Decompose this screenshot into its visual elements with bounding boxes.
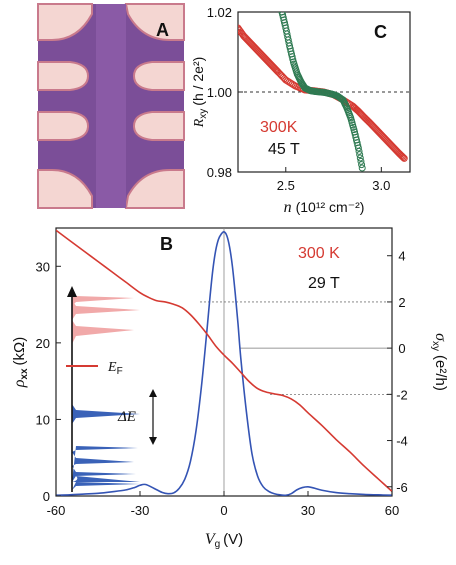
x-tick-label: 3.0 — [372, 178, 390, 193]
landau-levels-empty — [72, 292, 140, 344]
panel-c-annotation-field: 45 T — [268, 141, 300, 158]
y-tick-label: 0 — [398, 341, 405, 356]
landau-level-peak-upper — [72, 404, 140, 424]
x-tick-label: 2.5 — [277, 178, 295, 193]
x-tick-label: -30 — [131, 503, 150, 518]
panel-a-micrograph: A — [37, 3, 185, 209]
panel-b-label: B — [160, 234, 173, 254]
y-tick-label: 2 — [398, 295, 405, 310]
rxy-green-marker — [289, 55, 297, 63]
rxy-green-marker — [358, 164, 366, 172]
panel-b-guide-lines — [200, 301, 392, 395]
fermi-level-label: EF — [107, 360, 123, 377]
inset-landau-diagram: EF ΔE — [66, 286, 157, 492]
gap-arrow-head-top — [149, 389, 157, 397]
panel-b-left-y-ticks: 0 10 20 30 — [36, 259, 61, 504]
rho-xx-series-line — [56, 231, 392, 496]
panel-c-x-ticks: 2.5 3.0 — [277, 167, 390, 193]
rxy-red-marker — [273, 67, 281, 75]
x-tick-label: 30 — [301, 503, 315, 518]
gap-label: ΔE — [117, 409, 136, 425]
panel-b-right-y-label: σxy(e²/h) — [430, 333, 449, 391]
panel-b-left-y-label: ρxx(kΩ) — [11, 337, 30, 389]
x-tick-label: -60 — [47, 503, 66, 518]
landau-levels-filled — [72, 404, 140, 490]
panel-a-label: A — [156, 20, 169, 40]
rxy-red-marker — [399, 153, 407, 161]
micrograph-channel — [96, 4, 126, 208]
rxy-green-marker — [358, 161, 366, 169]
panel-c: 2.5 3.0 0.98 1.00 1.02 C 300K 45 T Rxy(h / … — [190, 5, 411, 216]
x-tick-label: 0 — [220, 503, 227, 518]
x-tick-label: 60 — [385, 503, 399, 518]
energy-axis-arrowhead — [67, 286, 77, 297]
y-tick-label: 30 — [36, 259, 50, 274]
gap-arrow-head-bottom — [149, 437, 157, 445]
sigma-xy-series-line — [56, 229, 392, 492]
rxy-green-marker — [356, 154, 364, 162]
landau-level-peak-lower — [72, 482, 140, 490]
panel-b-series — [56, 229, 392, 496]
panel-b-x-label: Vg (V) — [205, 531, 243, 550]
y-tick-label: -4 — [396, 434, 408, 449]
y-tick-label: 0.98 — [207, 165, 232, 180]
panel-c-y-ticks: 0.98 1.00 1.02 — [207, 5, 243, 180]
y-tick-label: 0 — [43, 489, 50, 504]
panel-b: EF ΔE -60 -30 0 30 60 0 10 20 30 -6 -4 -2 0 2 4 B 30… — [11, 227, 449, 550]
y-tick-label: 10 — [36, 412, 50, 427]
rxy-red-marker — [400, 154, 408, 162]
rxy-green-marker — [354, 144, 362, 152]
panel-c-annotation-temp: 300K — [260, 119, 298, 136]
panel-c-x-label: n (10¹² cm⁻²) — [284, 199, 365, 216]
y-tick-label: 1.00 — [207, 85, 232, 100]
panel-b-annotation-temp: 300 K — [298, 245, 340, 262]
rxy-green-marker — [356, 151, 364, 159]
rxy-green-marker — [355, 147, 363, 155]
y-tick-label: -6 — [396, 480, 408, 495]
rxy-red-marker — [398, 153, 406, 161]
rxy-green-marker — [357, 157, 365, 165]
panel-c-series — [238, 12, 408, 172]
landau-level-peak — [72, 446, 138, 482]
panel-c-y-label: Rxy(h / 2e²) — [190, 57, 209, 129]
micrograph-contacts — [37, 3, 185, 209]
panel-b-x-ticks: -60 -30 0 30 60 — [47, 491, 399, 518]
panel-b-annotation-field: 29 T — [308, 275, 340, 292]
panel-b-right-y-ticks: -6 -4 -2 0 2 4 — [387, 249, 408, 495]
y-tick-label: 4 — [398, 249, 405, 264]
y-tick-label: 20 — [36, 336, 50, 351]
y-tick-label: -2 — [396, 387, 408, 402]
panel-c-label: C — [374, 22, 387, 42]
y-tick-label: 1.02 — [207, 5, 232, 20]
